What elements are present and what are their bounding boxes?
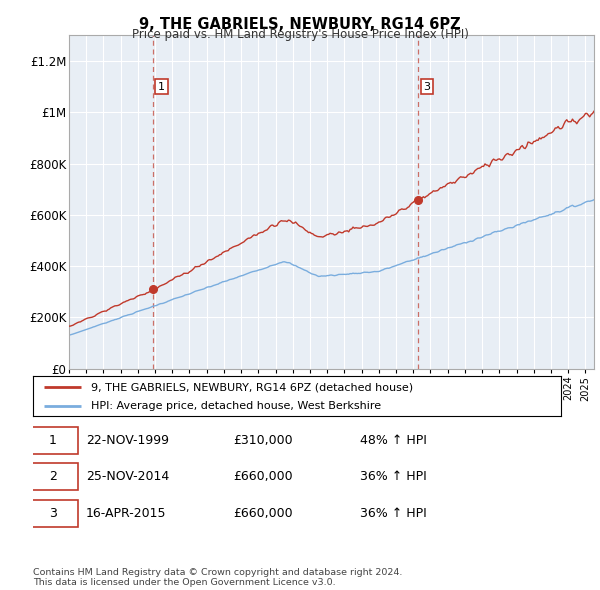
Text: 36% ↑ HPI: 36% ↑ HPI (361, 507, 427, 520)
Text: Contains HM Land Registry data © Crown copyright and database right 2024.
This d: Contains HM Land Registry data © Crown c… (33, 568, 403, 587)
Text: 1: 1 (49, 434, 57, 447)
FancyBboxPatch shape (28, 427, 78, 454)
Text: 3: 3 (424, 81, 430, 91)
Text: £310,000: £310,000 (233, 434, 293, 447)
Text: 3: 3 (49, 507, 57, 520)
Text: 9, THE GABRIELS, NEWBURY, RG14 6PZ (detached house): 9, THE GABRIELS, NEWBURY, RG14 6PZ (deta… (91, 382, 413, 392)
Text: £660,000: £660,000 (233, 507, 293, 520)
Text: 16-APR-2015: 16-APR-2015 (86, 507, 166, 520)
Text: 2: 2 (49, 470, 57, 483)
Text: 48% ↑ HPI: 48% ↑ HPI (361, 434, 427, 447)
Text: 22-NOV-1999: 22-NOV-1999 (86, 434, 169, 447)
Text: 36% ↑ HPI: 36% ↑ HPI (361, 470, 427, 483)
Text: £660,000: £660,000 (233, 470, 293, 483)
Text: 1: 1 (158, 81, 165, 91)
Text: Price paid vs. HM Land Registry's House Price Index (HPI): Price paid vs. HM Land Registry's House … (131, 28, 469, 41)
Text: 25-NOV-2014: 25-NOV-2014 (86, 470, 169, 483)
FancyBboxPatch shape (28, 463, 78, 490)
Text: 9, THE GABRIELS, NEWBURY, RG14 6PZ: 9, THE GABRIELS, NEWBURY, RG14 6PZ (139, 17, 461, 31)
Text: HPI: Average price, detached house, West Berkshire: HPI: Average price, detached house, West… (91, 401, 381, 411)
FancyBboxPatch shape (28, 500, 78, 527)
